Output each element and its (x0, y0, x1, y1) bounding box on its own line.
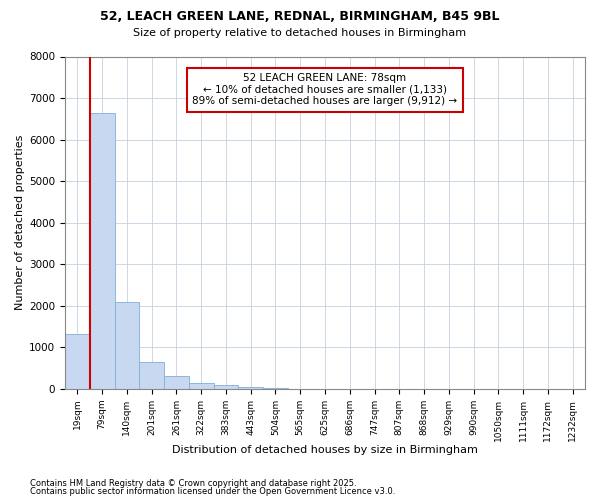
Bar (115, 302, 139, 389)
Text: 52, LEACH GREEN LANE, REDNAL, BIRMINGHAM, B45 9BL: 52, LEACH GREEN LANE, REDNAL, BIRMINGHAM… (100, 10, 500, 23)
Text: Contains public sector information licensed under the Open Government Licence v3: Contains public sector information licen… (30, 488, 395, 496)
Bar (214, 386, 238, 389)
Bar (65, 334, 90, 389)
Bar (139, 362, 164, 389)
Bar (238, 387, 263, 389)
Text: Contains HM Land Registry data © Crown copyright and database right 2025.: Contains HM Land Registry data © Crown c… (30, 478, 356, 488)
Text: Size of property relative to detached houses in Birmingham: Size of property relative to detached ho… (133, 28, 467, 38)
Text: 52 LEACH GREEN LANE: 78sqm
← 10% of detached houses are smaller (1,133)
89% of s: 52 LEACH GREEN LANE: 78sqm ← 10% of deta… (193, 73, 458, 106)
Y-axis label: Number of detached properties: Number of detached properties (15, 135, 25, 310)
Bar (164, 376, 189, 389)
X-axis label: Distribution of detached houses by size in Birmingham: Distribution of detached houses by size … (172, 445, 478, 455)
Bar (263, 388, 288, 389)
Bar (189, 383, 214, 389)
Bar (90, 112, 115, 389)
